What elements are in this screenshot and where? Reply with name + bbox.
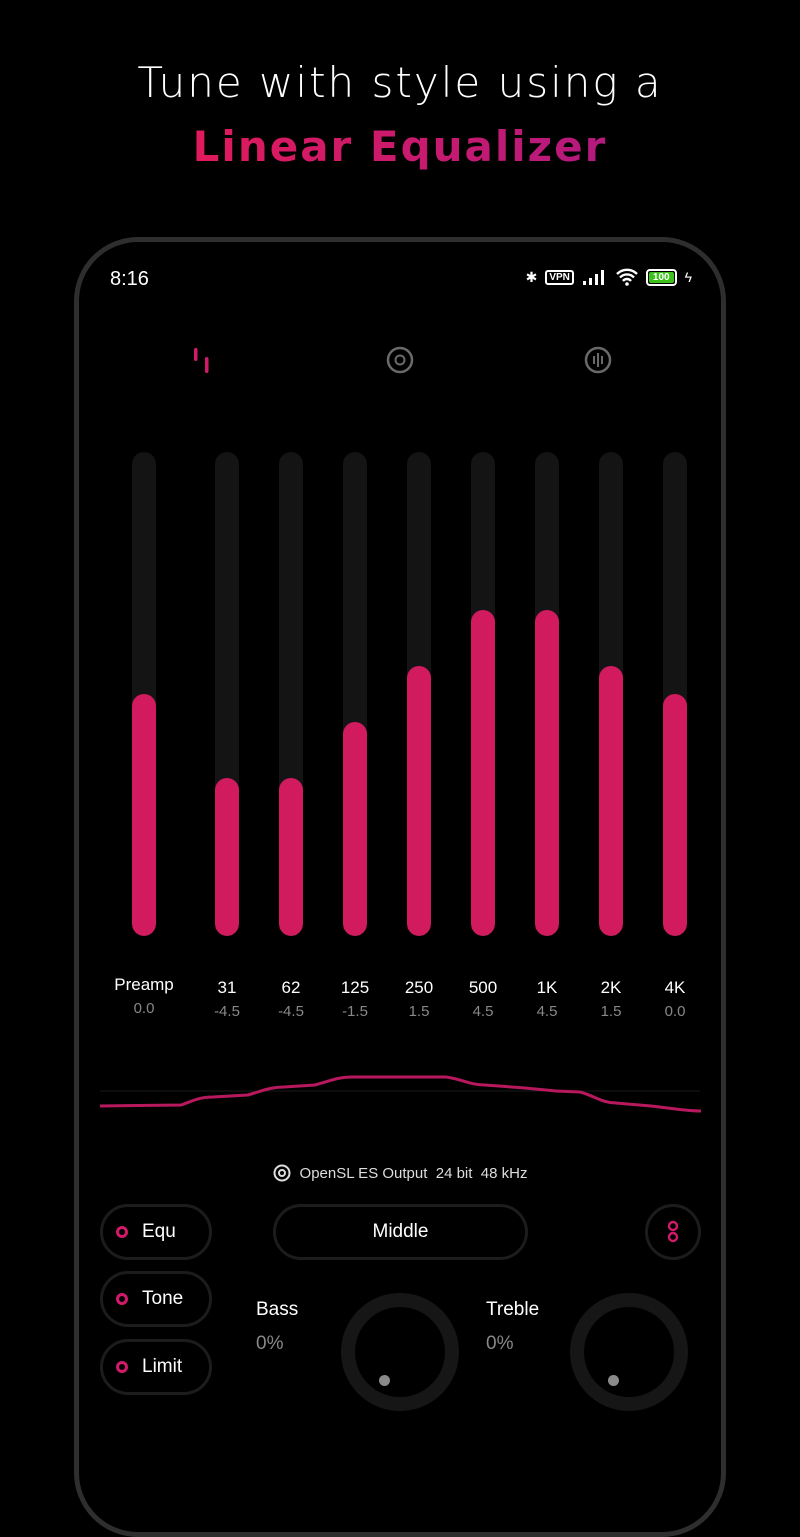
wifi-icon: [616, 268, 638, 286]
tab-disc[interactable]: [386, 346, 414, 374]
limit-label: Limit: [142, 1356, 183, 1377]
bass-knob-indicator: [379, 1375, 390, 1386]
band-label: 125: [340, 978, 370, 997]
band-label: 250: [404, 978, 434, 997]
band-value: -4.5: [214, 1003, 240, 1020]
output-target-icon: [273, 1164, 291, 1182]
charging-icon: ϟ: [684, 269, 692, 285]
band-slider-fill: [407, 666, 431, 936]
treble-knob-indicator: [608, 1375, 619, 1386]
audio-output-info: OpenSL ES Output 24 bit 48 kHz: [0, 1164, 800, 1182]
band-label: Preamp: [114, 975, 174, 994]
band-slider[interactable]: [279, 452, 303, 936]
preset-label: Middle: [372, 1221, 429, 1242]
band-slider[interactable]: [471, 452, 495, 936]
band-value: 0.0: [664, 1003, 686, 1020]
options-icon: [667, 1220, 679, 1243]
band-slider-fill: [663, 694, 687, 936]
more-options-button[interactable]: [645, 1204, 701, 1260]
treble-value: 0%: [486, 1333, 514, 1354]
band-slider[interactable]: [215, 452, 239, 936]
band-value: -4.5: [278, 1003, 304, 1020]
output-text: OpenSL ES Output 24 bit 48 kHz: [299, 1164, 528, 1182]
band-slider-fill: [343, 721, 367, 936]
band-slider[interactable]: [663, 452, 687, 936]
band-label: 1K: [536, 978, 558, 997]
bass-label: Bass: [256, 1299, 299, 1320]
band-slider[interactable]: [599, 452, 623, 936]
vpn-icon: VPN: [545, 269, 574, 285]
band-label: 4K: [664, 978, 686, 997]
band-value: -1.5: [342, 1003, 368, 1020]
tone-indicator-icon: [116, 1293, 128, 1305]
equ-indicator-icon: [116, 1226, 128, 1238]
headline-line2: Linear Equalizer: [192, 122, 608, 171]
band-label: 31: [217, 978, 237, 997]
bass-knob[interactable]: [341, 1293, 459, 1411]
band-label: 500: [468, 978, 498, 997]
preset-selector[interactable]: Middle: [273, 1204, 528, 1260]
band-value: 4.5: [472, 1003, 494, 1020]
band-slider-fill: [599, 666, 623, 936]
band-label: 62: [281, 978, 301, 997]
bass-value: 0%: [256, 1333, 284, 1354]
signal-icon: [582, 270, 604, 285]
treble-label: Treble: [486, 1299, 540, 1320]
bluetooth-icon: ✱: [525, 268, 538, 285]
status-icons: ✱ VPN 100 ϟ: [526, 268, 692, 286]
tone-label: Tone: [142, 1288, 184, 1309]
band-slider[interactable]: [535, 452, 559, 936]
limit-indicator-icon: [116, 1361, 128, 1373]
band-value: 4.5: [536, 1003, 558, 1020]
band-slider-fill: [471, 610, 495, 936]
status-time: 8:16: [110, 268, 149, 290]
band-slider-fill: [535, 610, 559, 936]
band-slider-fill: [132, 694, 156, 936]
band-label: 2K: [600, 978, 622, 997]
band-slider[interactable]: [407, 452, 431, 936]
band-slider[interactable]: [132, 452, 156, 936]
tab-equalizer[interactable]: [188, 346, 216, 374]
band-slider[interactable]: [343, 452, 367, 936]
band-value: 0.0: [133, 1000, 155, 1017]
eq-response-curve: [99, 1075, 702, 1113]
tone-toggle[interactable]: Tone: [100, 1271, 212, 1327]
equ-label: Equ: [142, 1221, 176, 1242]
tab-visualizer[interactable]: [584, 346, 612, 374]
treble-knob[interactable]: [570, 1293, 688, 1411]
band-slider-fill: [215, 777, 239, 936]
band-value: 1.5: [600, 1003, 622, 1020]
limit-toggle[interactable]: Limit: [100, 1339, 212, 1395]
band-value: 1.5: [408, 1003, 430, 1020]
headline-line1: Tune with style using a: [137, 58, 663, 107]
band-slider-fill: [279, 777, 303, 936]
equ-toggle[interactable]: Equ: [100, 1204, 212, 1260]
battery-icon: 100: [645, 268, 677, 286]
